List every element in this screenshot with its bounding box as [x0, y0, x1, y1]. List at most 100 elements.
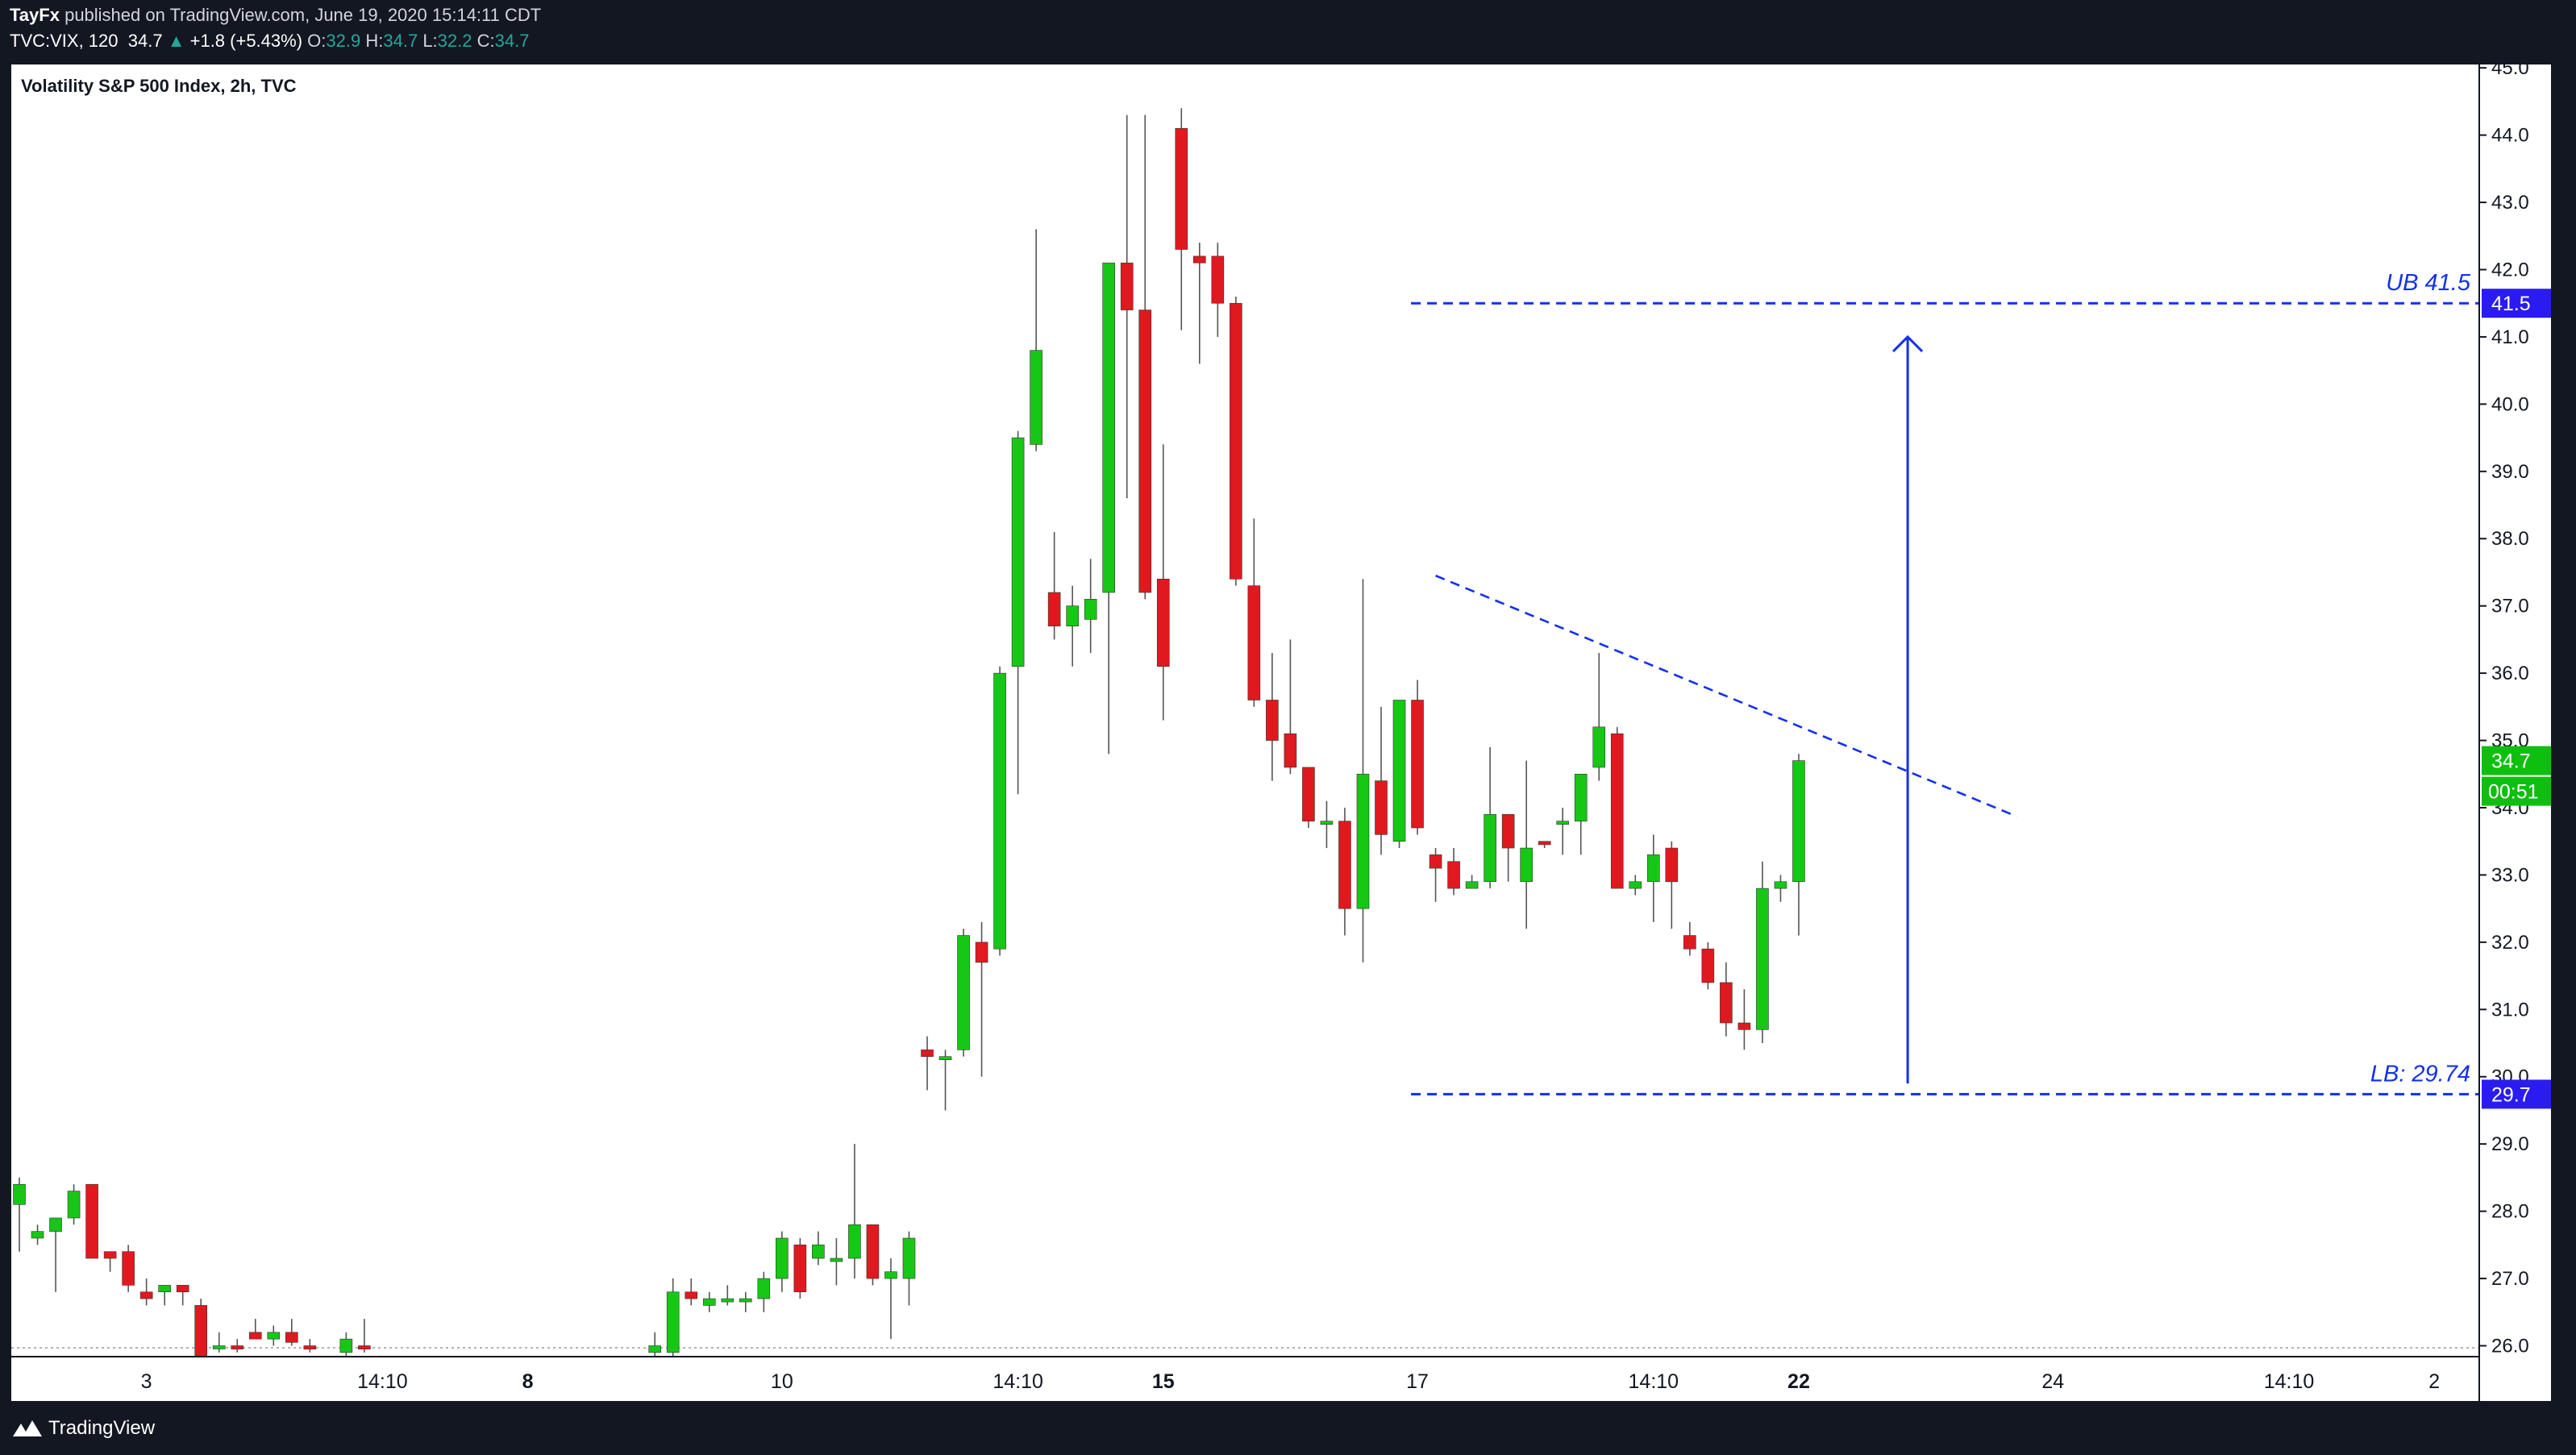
candle-up[interactable] — [1792, 760, 1805, 883]
candle-up[interactable] — [1774, 881, 1787, 889]
candle-down[interactable] — [1175, 127, 1188, 250]
trendline-resistance[interactable] — [1435, 574, 2017, 818]
candle-down[interactable] — [866, 1224, 880, 1279]
candle-up[interactable] — [1574, 773, 1588, 821]
candle-down[interactable] — [231, 1345, 244, 1349]
candle-up[interactable] — [1556, 821, 1569, 825]
candle-down[interactable] — [921, 1050, 934, 1058]
candle-up[interactable] — [158, 1285, 171, 1293]
candle-down[interactable] — [1266, 700, 1279, 741]
tradingview-logo-icon[interactable] — [11, 1417, 44, 1438]
candle-up[interactable] — [702, 1298, 716, 1306]
candle-down[interactable] — [358, 1345, 371, 1349]
candle-up[interactable] — [1392, 700, 1406, 842]
candle-up[interactable] — [1484, 814, 1496, 883]
candle-down[interactable] — [1211, 256, 1225, 304]
candle-down[interactable] — [103, 1251, 117, 1259]
candle-down[interactable] — [1411, 700, 1424, 829]
candle-up[interactable] — [1520, 847, 1533, 883]
candle-down[interactable] — [285, 1332, 298, 1343]
price-tick-label: 26.0 — [2491, 1335, 2529, 1357]
candle-down[interactable] — [1230, 302, 1242, 580]
candle-up[interactable] — [776, 1237, 789, 1279]
candle-down[interactable] — [975, 942, 988, 963]
upper-bound-axis-badge — [2482, 289, 2553, 318]
candle-down[interactable] — [85, 1183, 98, 1259]
time-tick-label: 14:10 — [993, 1370, 1043, 1393]
candle-down[interactable] — [194, 1305, 207, 1356]
candle-up[interactable] — [721, 1298, 735, 1303]
candle-up[interactable] — [1629, 881, 1642, 889]
candle-up[interactable] — [993, 672, 1006, 950]
candle-up[interactable] — [212, 1345, 226, 1349]
last-price-value: 34.7 — [127, 31, 163, 51]
candle-up[interactable] — [1647, 854, 1660, 883]
candle-up[interactable] — [1066, 605, 1079, 627]
price-axis[interactable]: 26.0 27.0 28.0 29.0 30.0 31.0 32.0 33.0 34.0 35.0… — [2478, 57, 2553, 1401]
candle-down[interactable] — [1156, 578, 1170, 667]
candle-up[interactable] — [830, 1258, 843, 1262]
candle-down[interactable] — [1737, 1022, 1751, 1030]
candle-down[interactable] — [248, 1332, 262, 1340]
chart-pane[interactable]: UB 41.5 LB: 29.74 Volatility S&P 500 Inde… — [11, 64, 2478, 1401]
candle-up[interactable] — [757, 1278, 771, 1299]
candle-up[interactable] — [31, 1231, 44, 1239]
candle-up[interactable] — [1756, 888, 1769, 1030]
candle-down[interactable] — [1302, 767, 1315, 821]
candle-up[interactable] — [848, 1224, 861, 1259]
price-tick-label: 29.0 — [2491, 1133, 2529, 1155]
candle-down[interactable] — [1429, 854, 1442, 869]
candle-down[interactable] — [1447, 861, 1460, 889]
candle-down[interactable] — [303, 1345, 317, 1349]
candle-down[interactable] — [1247, 585, 1261, 700]
candle-down[interactable] — [1284, 733, 1297, 768]
candle-up[interactable] — [884, 1271, 897, 1279]
candle-up[interactable] — [1084, 599, 1097, 620]
candle-up[interactable] — [1030, 350, 1042, 445]
candle-up[interactable] — [1011, 437, 1025, 667]
candle-down[interactable] — [122, 1251, 135, 1286]
candle-down[interactable] — [1375, 780, 1388, 835]
candle-up[interactable] — [1356, 773, 1370, 909]
candlestick-chart[interactable]: UB 41.5 LB: 29.74 — [11, 64, 2478, 1356]
candle-down[interactable] — [1138, 310, 1152, 593]
candle-up[interactable] — [739, 1298, 752, 1303]
candle-up[interactable] — [13, 1183, 26, 1205]
time-axis[interactable]: 3 14:10 8 10 14:10 15 17 14:10 22 24 14:10 2 — [11, 1356, 2478, 1403]
candle-up[interactable] — [812, 1245, 825, 1259]
candle-down[interactable] — [1501, 814, 1515, 849]
candle-up[interactable] — [67, 1191, 81, 1219]
candle-up[interactable] — [1320, 821, 1334, 825]
candle-down[interactable] — [139, 1291, 153, 1299]
candle-up[interactable] — [49, 1217, 62, 1232]
candle-up[interactable] — [1465, 881, 1479, 889]
change-arrow-icon: ▲ — [167, 31, 185, 51]
candle-up[interactable] — [339, 1338, 353, 1353]
countdown-badge — [2482, 776, 2553, 806]
candle-down[interactable] — [1047, 592, 1061, 627]
candle-up[interactable] — [1592, 726, 1606, 768]
candle-down[interactable] — [685, 1291, 698, 1299]
candle-down[interactable] — [1720, 982, 1733, 1024]
candle-down[interactable] — [793, 1245, 807, 1293]
candle-up[interactable] — [938, 1056, 952, 1061]
candle-down[interactable] — [1193, 256, 1206, 264]
symbol-label[interactable]: TVC:VIX, 120 — [10, 31, 119, 51]
candle-down[interactable] — [1701, 948, 1715, 983]
candle-up[interactable] — [267, 1332, 281, 1340]
candle-down[interactable] — [1120, 262, 1134, 310]
candle-down[interactable] — [1538, 841, 1551, 846]
time-tick-label: 8 — [522, 1370, 534, 1393]
candle-down[interactable] — [1338, 821, 1351, 909]
candle-down[interactable] — [1610, 733, 1624, 889]
candle-up[interactable] — [1102, 262, 1115, 593]
author-name[interactable]: TayFx — [10, 5, 60, 25]
footer-brand[interactable]: TradingView — [48, 1417, 156, 1439]
candle-down[interactable] — [1683, 935, 1696, 950]
candle-up[interactable] — [902, 1237, 916, 1279]
candle-up[interactable] — [648, 1345, 662, 1353]
candle-down[interactable] — [1665, 847, 1679, 883]
candle-up[interactable] — [666, 1291, 680, 1353]
candle-down[interactable] — [176, 1285, 189, 1293]
candle-up[interactable] — [957, 935, 970, 1050]
